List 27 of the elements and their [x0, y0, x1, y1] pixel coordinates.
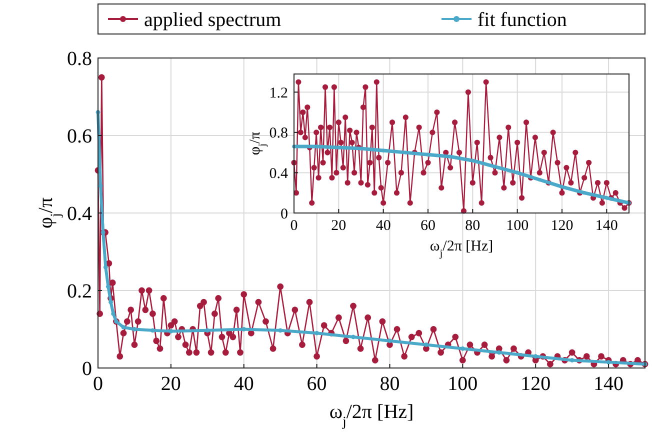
y-tick-label: 0.8 — [67, 48, 92, 70]
y-tick-label: 1.2 — [269, 85, 288, 102]
legend-label: applied spectrum — [144, 9, 282, 31]
x-tick-label: 100 — [448, 373, 478, 395]
y-tick-label: 0 — [280, 206, 288, 222]
x-tick-label: 80 — [380, 373, 400, 395]
x-tick-label: 120 — [520, 373, 551, 395]
y-tick-label: 0.4 — [269, 166, 288, 182]
legend-label: fit function — [478, 9, 567, 31]
x-tick-label: 20 — [331, 218, 346, 234]
y-tick-label: 0.6 — [67, 126, 92, 148]
y-tick-label: 0 — [82, 358, 92, 380]
x-tick-label: 120 — [550, 218, 574, 234]
y-tick-label: 0.4 — [67, 203, 92, 225]
x-tick-label: 40 — [234, 373, 254, 395]
x-tick-label: 60 — [420, 218, 436, 234]
x-axis-title: ω$_{j}$/2π [Hz] — [430, 238, 494, 259]
x-tick-label: 80 — [465, 218, 480, 234]
x-tick-label: 20 — [160, 373, 181, 395]
x-tick-label: 140 — [595, 218, 618, 234]
x-tick-label: 60 — [306, 373, 327, 395]
x-tick-label: 140 — [594, 373, 624, 395]
x-tick-label: 40 — [376, 218, 391, 234]
x-tick-label: 100 — [506, 218, 529, 234]
y-tick-label: 0.2 — [67, 280, 92, 302]
x-axis-title: ω$_{j}$/2π [Hz] — [329, 401, 414, 430]
y-tick-label: 0.8 — [269, 126, 288, 142]
